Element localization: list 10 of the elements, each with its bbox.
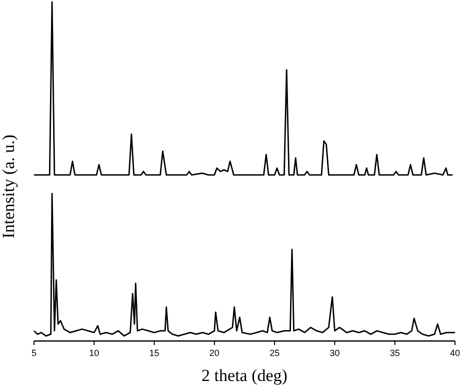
- x-tick-label: 10: [89, 348, 100, 358]
- x-tick-label: 40: [450, 348, 460, 358]
- x-tick-label: 35: [390, 348, 400, 358]
- x-tick-label: 5: [31, 348, 37, 358]
- x-tick-label: 25: [270, 348, 280, 358]
- x-axis-title: 2 theta (deg): [202, 366, 288, 385]
- x-tick-label: 15: [149, 348, 160, 358]
- x-tick-label: 30: [330, 348, 340, 358]
- x-tick-label: 20: [209, 348, 220, 358]
- y-axis-title: Intensity (a. u.): [0, 134, 18, 238]
